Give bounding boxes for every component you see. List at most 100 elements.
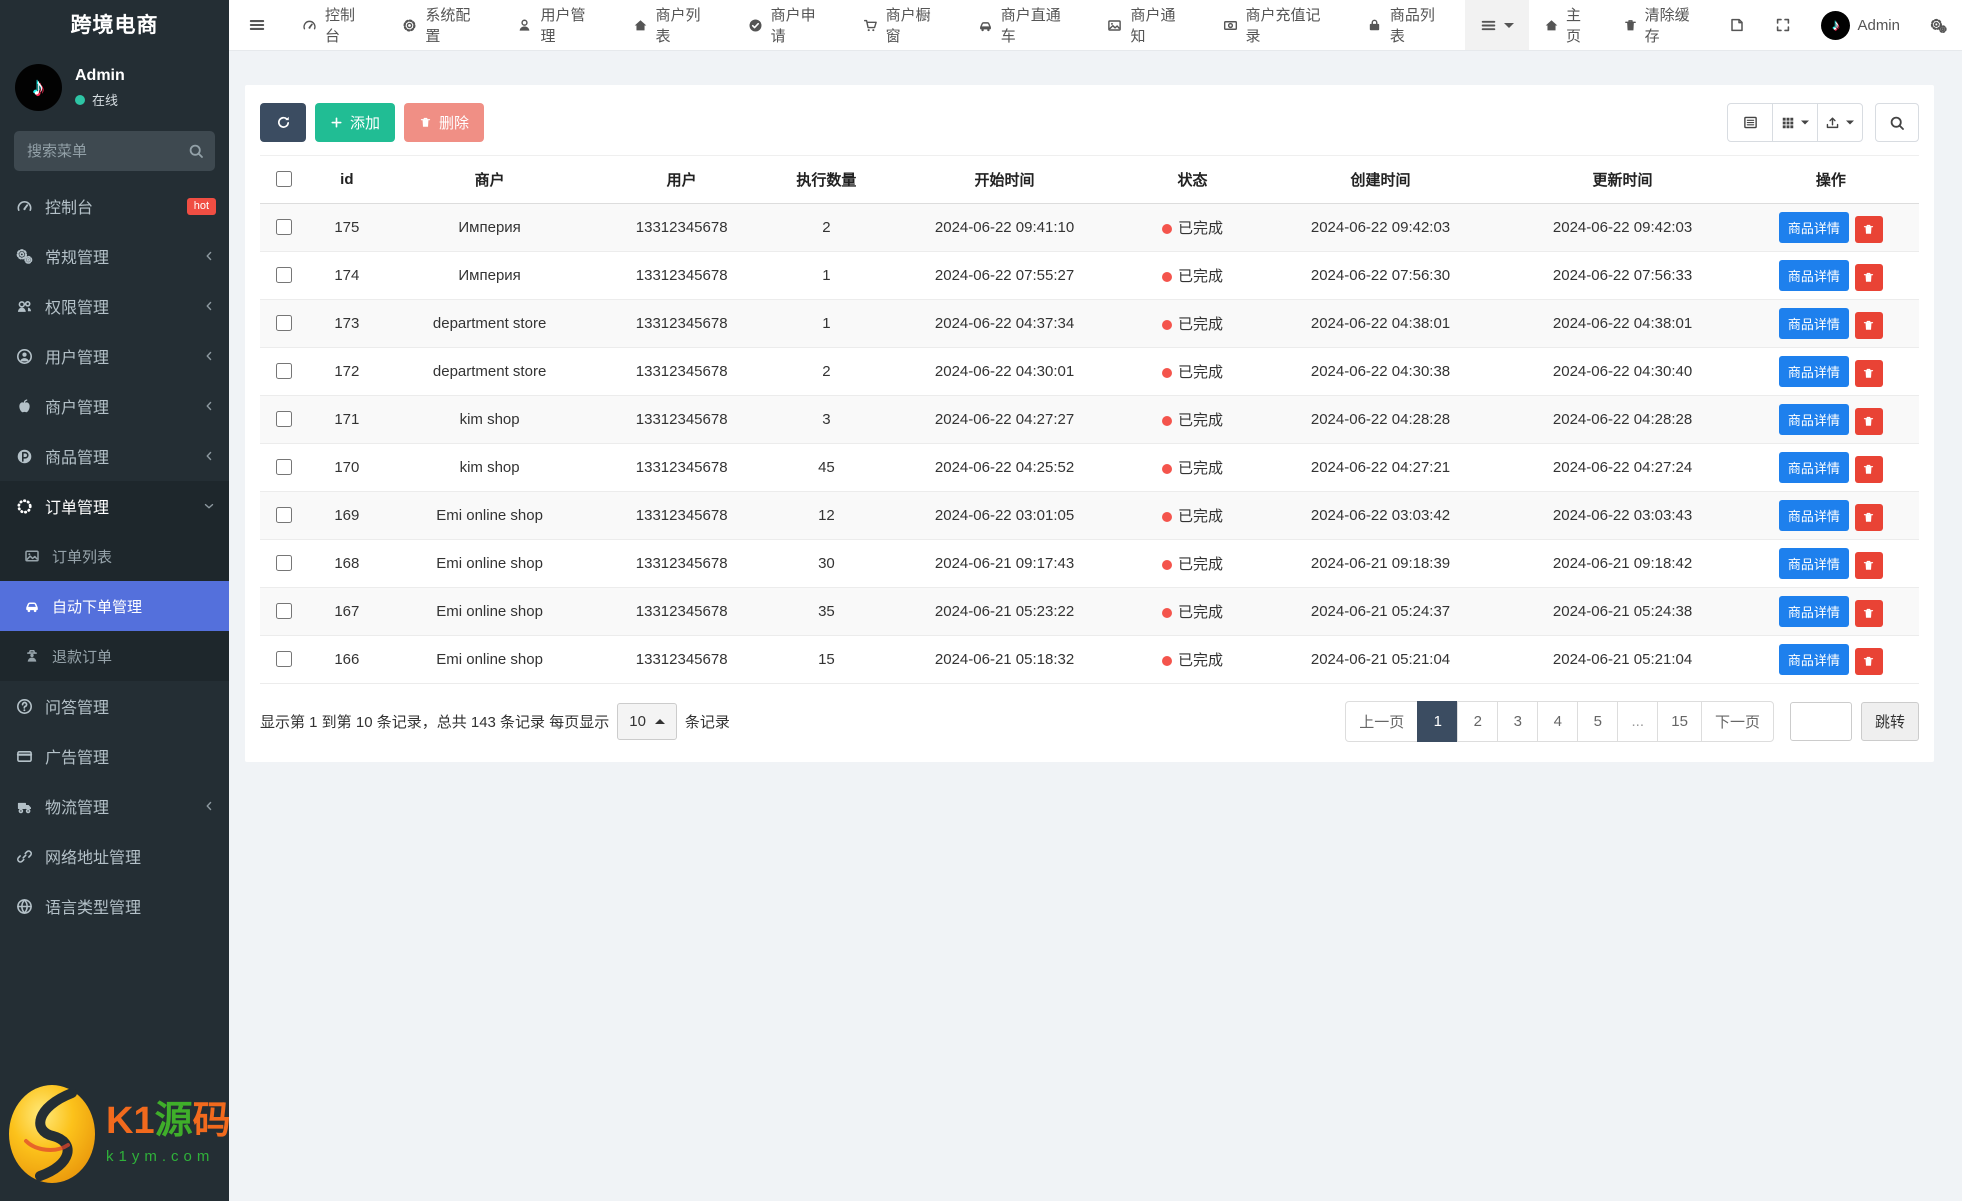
delete-row-button[interactable] <box>1854 503 1883 531</box>
prev-page-button[interactable]: 上一页 <box>1345 701 1419 742</box>
cell-start-time: 2024-06-22 09:41:10 <box>882 203 1127 252</box>
row-checkbox[interactable] <box>276 363 293 379</box>
row-checkbox[interactable] <box>276 507 293 523</box>
row-checkbox[interactable] <box>276 411 293 427</box>
sidebar-item[interactable]: 自动下单管理 <box>0 581 229 631</box>
topnav-tab[interactable]: 商品列表 <box>1350 0 1465 50</box>
product-detail-button[interactable]: 商品详情 <box>1778 212 1849 243</box>
delete-row-button[interactable] <box>1854 311 1883 339</box>
delete-button[interactable]: 删除 <box>404 103 485 142</box>
topnav-tab[interactable]: 商户直通车 <box>961 0 1091 50</box>
sidebar-item[interactable]: 广告管理 <box>0 731 229 781</box>
row-checkbox[interactable] <box>276 603 293 619</box>
columns-button[interactable] <box>1772 103 1818 142</box>
search-toggle-button[interactable] <box>1875 103 1919 142</box>
fullscreen-button[interactable] <box>1760 0 1806 50</box>
product-detail-button[interactable]: 商品详情 <box>1778 308 1849 339</box>
sidebar-item[interactable]: 商户管理 <box>0 381 229 431</box>
delete-row-button[interactable] <box>1854 359 1883 387</box>
column-header: 执行数量 <box>770 155 883 204</box>
product-detail-button[interactable]: 商品详情 <box>1778 404 1849 435</box>
select-all-checkbox[interactable] <box>276 171 293 187</box>
page-button[interactable]: 5 <box>1577 701 1619 742</box>
delete-row-button[interactable] <box>1854 215 1883 243</box>
caret-down-icon <box>1846 120 1854 125</box>
page-button[interactable]: 2 <box>1457 701 1499 742</box>
row-checkbox[interactable] <box>276 315 293 331</box>
page-button[interactable]: 4 <box>1537 701 1579 742</box>
page-button[interactable]: 3 <box>1497 701 1539 742</box>
topnav-tab[interactable]: 商户通知 <box>1090 0 1205 50</box>
home-button[interactable]: 主页 <box>1529 0 1608 50</box>
refresh-button[interactable] <box>260 103 306 142</box>
row-checkbox[interactable] <box>276 651 293 667</box>
page-button[interactable]: 15 <box>1657 701 1702 742</box>
sidebar-item[interactable]: 控制台 hot <box>0 181 229 231</box>
sidebar-item[interactable]: 语言类型管理 <box>0 881 229 931</box>
tab-list-dropdown-button[interactable] <box>1464 0 1529 50</box>
menu-search-input[interactable] <box>14 131 215 171</box>
topnav-tab[interactable]: 商户申请 <box>731 0 846 50</box>
product-detail-button[interactable]: 商品详情 <box>1778 548 1849 579</box>
jump-page-input[interactable] <box>1789 702 1852 741</box>
delete-row-button[interactable] <box>1854 647 1883 675</box>
cell-actions: 商品详情 <box>1742 395 1919 444</box>
topnav-tab[interactable]: 用户管理 <box>500 0 615 50</box>
page-button[interactable]: ... <box>1617 701 1659 742</box>
delete-row-button[interactable] <box>1854 407 1883 435</box>
topnav-tab[interactable]: 商户充值记录 <box>1206 0 1350 50</box>
topnav-tab[interactable]: 控制台 <box>285 0 385 50</box>
delete-row-button[interactable] <box>1854 551 1883 579</box>
page-size-select[interactable]: 10 <box>617 703 677 740</box>
sidebar-item[interactable]: 用户管理 <box>0 331 229 381</box>
delete-row-button[interactable] <box>1854 263 1883 291</box>
topnav-tab[interactable]: 商户橱窗 <box>846 0 961 50</box>
cell-merchant: Emi online shop <box>385 635 594 684</box>
sidebar-item[interactable]: 商品管理 <box>0 431 229 481</box>
clear-cache-button[interactable]: 清除缓存 <box>1608 0 1715 50</box>
topnav-tab[interactable]: 系统配置 <box>385 0 500 50</box>
product-detail-button[interactable]: 商品详情 <box>1778 356 1849 387</box>
product-detail-button[interactable]: 商品详情 <box>1778 596 1849 627</box>
cell-updated-time: 2024-06-22 09:42:03 <box>1502 203 1743 252</box>
next-page-button[interactable]: 下一页 <box>1700 701 1774 742</box>
sidebar-item[interactable]: 网络地址管理 <box>0 831 229 881</box>
product-detail-button[interactable]: 商品详情 <box>1778 260 1849 291</box>
cell-id: 172 <box>307 347 386 396</box>
topnav-tab[interactable]: 商户列表 <box>616 0 731 50</box>
sidebar-item[interactable]: 物流管理 <box>0 781 229 831</box>
language-switch-button[interactable] <box>1714 0 1760 50</box>
sidebar-item[interactable]: 权限管理 <box>0 281 229 331</box>
cell-user: 13312345678 <box>593 587 771 636</box>
sidebar-item[interactable]: 问答管理 <box>0 681 229 731</box>
chevron-left-icon <box>206 801 212 811</box>
user-status: 在线 <box>75 90 125 109</box>
row-checkbox[interactable] <box>276 267 293 283</box>
jump-button[interactable]: 跳转 <box>1860 702 1919 741</box>
sidebar: 跨境电商 ♪ Admin 在线 控制台hot常规管理权限管理用户管理商户管理商品… <box>0 0 231 1201</box>
product-detail-button[interactable]: 商品详情 <box>1778 452 1849 483</box>
admin-menu-button[interactable]: ♪ Admin <box>1806 0 1915 50</box>
sidebar-item[interactable]: 订单管理 <box>0 481 229 531</box>
export-button[interactable] <box>1817 103 1863 142</box>
row-checkbox[interactable] <box>276 459 293 475</box>
cell-id: 166 <box>307 635 386 684</box>
product-detail-button[interactable]: 商品详情 <box>1778 644 1849 675</box>
cell-user: 13312345678 <box>593 395 771 444</box>
sidebar-item[interactable]: 常规管理 <box>0 231 229 281</box>
detail-view-button[interactable] <box>1727 103 1773 142</box>
sidebar-item[interactable]: 退款订单 <box>0 631 229 681</box>
status-dot-icon <box>1162 224 1173 234</box>
sidebar-item[interactable]: 订单列表 <box>0 531 229 581</box>
settings-button[interactable] <box>1915 0 1962 50</box>
cell-merchant: Империя <box>385 251 594 300</box>
delete-row-button[interactable] <box>1854 455 1883 483</box>
add-button[interactable]: 添加 <box>315 103 396 142</box>
product-detail-button[interactable]: 商品详情 <box>1778 500 1849 531</box>
row-checkbox[interactable] <box>276 219 293 235</box>
delete-row-button[interactable] <box>1854 599 1883 627</box>
page-button[interactable]: 1 <box>1417 701 1459 742</box>
sidebar-toggle-button[interactable] <box>229 0 285 50</box>
row-checkbox[interactable] <box>276 555 293 571</box>
trash-icon <box>1864 512 1874 522</box>
